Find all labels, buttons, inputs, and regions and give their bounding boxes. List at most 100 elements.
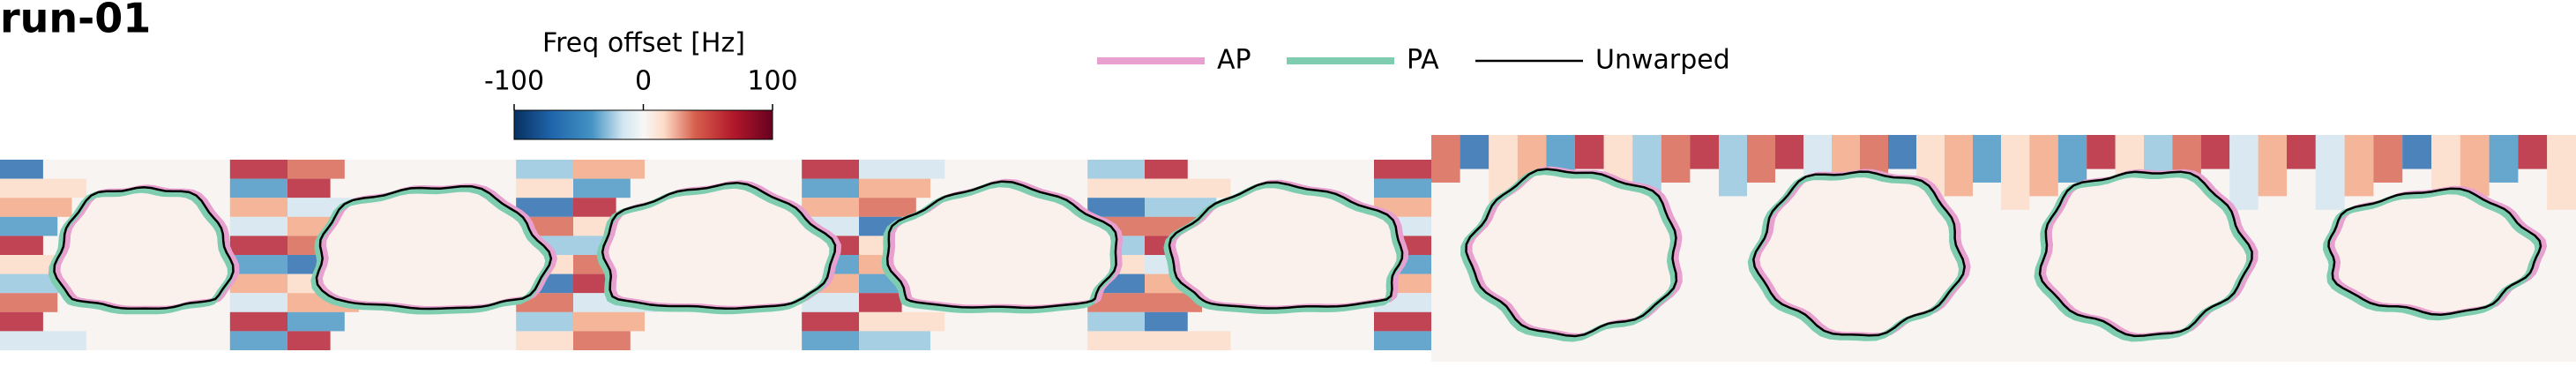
field-band [573,198,616,217]
field-band [0,331,86,350]
field-band [229,160,287,179]
field-band [229,178,287,198]
panel [0,160,287,350]
field-band [1973,135,2001,183]
brain-contour [1465,168,1678,338]
field-band [287,311,345,332]
field-band [229,198,287,217]
field-band [573,311,645,332]
brain-contour [2038,170,2253,338]
legend-label: AP [1217,45,1251,76]
brain-contour [885,180,1118,310]
panels [0,135,2576,362]
field-band [1690,135,1719,169]
colorbar [513,109,773,140]
field-band [573,331,631,350]
brain-contour [315,185,553,311]
field-band [229,236,287,255]
panel [1719,135,2001,362]
field-band [229,331,287,350]
field-band [2547,135,2576,210]
field-band [859,198,916,217]
field-band [2315,135,2345,210]
field-band [229,273,287,294]
field-band [802,293,859,312]
brain-contour [310,185,552,315]
field-band [1087,311,1145,332]
field-band [802,178,859,198]
field-band [229,216,287,236]
brain-fill [2328,188,2541,315]
panel [287,160,573,350]
field-band [1374,311,1431,332]
field-band [802,311,859,332]
brain-contour [1460,169,1677,342]
brain-contour [881,181,1117,314]
colorbar-label: Freq offset [Hz] [542,28,745,59]
brain-contour [596,182,836,315]
field-band [2200,135,2230,169]
field-band [1719,135,1747,197]
field-band [0,293,58,312]
field-band [287,160,345,179]
field-band [1145,331,1231,350]
brain-fill [2040,171,2252,336]
brain-contour [2323,188,2542,321]
colorbar-tick-label: 0 [635,66,652,97]
panel [2287,135,2576,362]
brain-contour [601,181,837,310]
brain-contour [2327,187,2542,317]
field-band [1945,135,1973,197]
panel [1431,135,1719,362]
field-band [1087,160,1145,179]
colorbar-tick-label: 100 [747,66,797,97]
field-band [287,331,331,350]
field-band [859,178,930,198]
field-band [2087,135,2116,169]
field-band [1374,331,1431,350]
field-band [287,178,331,198]
panel [1145,160,1431,350]
field-band [516,331,573,350]
field-band [516,311,573,332]
field-band [2001,135,2030,210]
field-band [2229,135,2259,210]
field-band [229,293,287,312]
field-band [1775,135,1803,169]
brain-fill [1753,171,1965,336]
field-band [516,160,573,179]
field-band [1431,135,1460,183]
field-band [2258,135,2287,197]
field-band [802,160,859,179]
field-band [1374,160,1431,179]
field-band [802,198,859,217]
brain-contour [1752,170,1966,337]
field-band [1460,135,1490,169]
field-band [1145,311,1188,332]
brain-fill [1169,182,1403,309]
field-band [2373,135,2403,183]
field-band [0,160,43,179]
field-band [2518,135,2548,169]
field-band [1087,331,1145,350]
field-band [2057,135,2087,183]
field-band [2344,135,2374,197]
brain-fill [602,183,835,309]
field-band [1087,293,1145,312]
field-band [859,311,945,332]
panel [2001,135,2287,362]
panel [859,160,1145,350]
field-band [0,216,58,236]
field-band [573,160,645,179]
run-title: run-01 [0,0,151,42]
brain-contour [53,185,235,310]
field-band [1145,160,1188,179]
panel [573,160,859,350]
field-band [1747,135,1775,183]
colorbar-tick-label: -100 [484,66,544,97]
field-band [1374,178,1431,198]
field-band [0,311,43,332]
field-band [573,178,631,198]
